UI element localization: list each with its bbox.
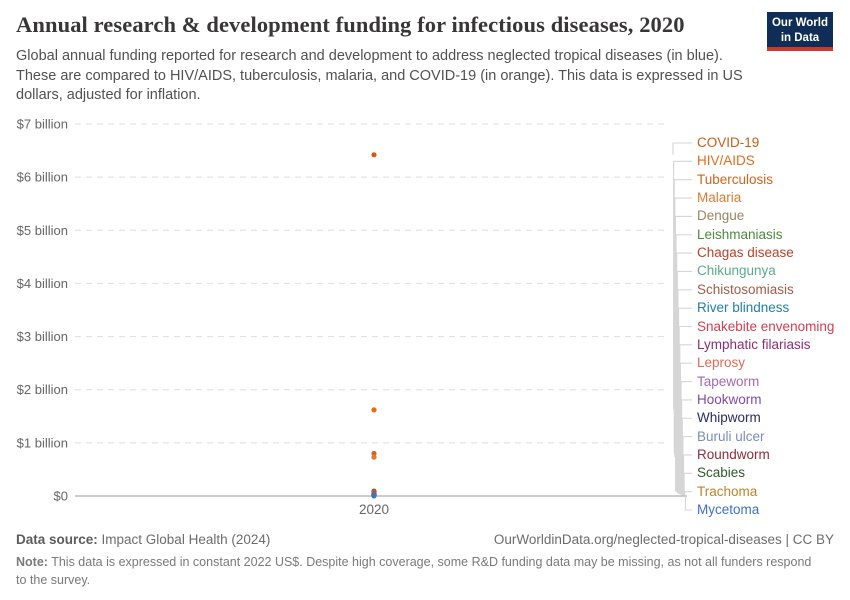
chart-subtitle: Global annual funding reported for resea… [16,48,743,104]
legend-connector-scabies [683,472,692,496]
legend-item-dengue[interactable]: Dengue [697,208,745,224]
legend-connector-tuberculosis [673,179,692,454]
legend-item-leishmaniasis[interactable]: Leishmaniasis [697,226,783,242]
legend-connector-mycetoma [684,495,692,511]
legend-connector-snakebite-envenoming [678,325,692,494]
y-axis-tick-label: $5 billion [17,223,68,238]
data-point-malaria[interactable] [371,454,377,460]
legend-item-buruli-ulcer[interactable]: Buruli ulcer [697,428,765,444]
y-axis-tick-label: $3 billion [17,329,68,344]
y-axis-tick-label: $6 billion [17,170,68,185]
data-point-hiv-aids[interactable] [371,407,377,413]
data-point-tuberculosis[interactable] [371,450,377,457]
owid-logo-line1: Our World [771,17,828,29]
legend-connector-whipworm [681,417,692,496]
legend-connector-dengue [674,215,692,491]
legend-connector-schistosomiasis [677,289,692,494]
owid-logo[interactable]: Our World in Data [767,12,833,51]
note-label: Note: [16,555,48,569]
legend-item-tapeworm[interactable]: Tapeworm [697,373,760,389]
legend-item-chagas-disease[interactable]: Chagas disease [697,245,794,261]
owid-logo-box: Our World in Data [767,12,833,47]
data-source-label: Data source: [16,532,98,547]
legend-connector-trachoma [684,491,692,496]
legend-item-hookworm[interactable]: Hookworm [697,391,762,407]
data-point-covid-19[interactable] [371,152,377,158]
legend-item-trachoma[interactable]: Trachoma [697,483,758,499]
legend-item-snakebite-envenoming[interactable]: Snakebite envenoming [697,318,835,334]
legend-item-whipworm[interactable]: Whipworm [697,410,761,426]
legend-item-mycetoma[interactable]: Mycetoma [697,502,760,517]
legend-connector-roundworm [682,454,692,496]
legend-connector-river-blindness [678,307,692,494]
legend-item-covid-19[interactable]: COVID-19 [697,135,760,150]
legend-item-malaria[interactable]: Malaria [697,190,742,206]
legend-item-scabies[interactable]: Scabies [697,465,746,481]
legend-connector-leprosy [679,362,692,495]
legend-connector-hookworm [681,399,692,495]
legend-item-tuberculosis[interactable]: Tuberculosis [697,171,774,187]
legend-connector-tapeworm [680,381,692,495]
legend-item-lymphatic-filariasis[interactable]: Lymphatic filariasis [697,336,811,352]
chart-url-license: OurWorldinData.org/neglected-tropical-di… [493,532,834,547]
legend-item-river-blindness[interactable]: River blindness [697,300,790,316]
y-axis-tick-label: $4 billion [17,276,68,291]
legend-connector-chikungunya [676,270,692,493]
legend-connector-hiv-aids [673,160,692,410]
legend-item-leprosy[interactable]: Leprosy [697,355,746,371]
owid-logo-stripe [767,47,833,51]
y-axis-tick-label: $1 billion [17,435,68,450]
y-axis-tick-label: $0 [54,489,68,504]
legend-connector-lymphatic-filariasis [679,344,692,495]
legend-item-schistosomiasis[interactable]: Schistosomiasis [697,281,794,297]
y-axis-tick-label: $2 billion [17,382,68,397]
y-axis-tick-label: $7 billion [17,117,68,132]
x-axis-tick-label: 2020 [359,502,389,517]
owid-logo-line2: in Data [780,31,820,44]
legend-connector-malaria [674,197,692,458]
legend-item-hiv-aids[interactable]: HIV/AIDS [697,153,755,169]
legend-connector-leishmaniasis [675,234,692,492]
data-source-line: Data source: Impact Global Health (2024) [16,532,270,547]
note-text: This data is expressed in constant 2022 … [16,555,812,588]
data-source-value: Impact Global Health (2024) [97,532,271,547]
legend-connector-chagas-disease [676,252,692,492]
legend-connector-buruli-ulcer [682,436,692,496]
legend-connector-covid-19 [672,142,692,155]
chart-note: Note: This data is expressed in constant… [16,553,822,589]
data-point-mycetoma[interactable] [371,493,377,499]
legend-item-roundworm[interactable]: Roundworm [697,446,770,462]
legend-item-chikungunya[interactable]: Chikungunya [697,263,776,279]
chart-title: Annual research & development funding fo… [16,12,685,37]
